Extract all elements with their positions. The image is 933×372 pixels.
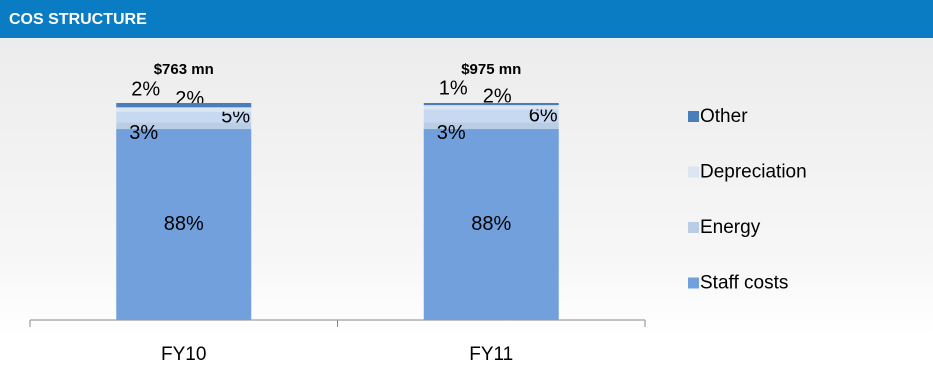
data-label: 2% bbox=[483, 86, 512, 108]
data-label: 88% bbox=[471, 213, 511, 235]
header-bar bbox=[0, 0, 933, 38]
total-label: $975 mn bbox=[461, 61, 521, 78]
bar-segment bbox=[423, 109, 559, 123]
bar-segment bbox=[423, 122, 559, 130]
legend-label: Depreciation bbox=[700, 162, 807, 183]
bar-segment bbox=[116, 107, 252, 112]
bar-segment bbox=[116, 129, 252, 320]
legend-swatch bbox=[688, 166, 699, 178]
bar-segment bbox=[423, 103, 559, 106]
data-label: 6% bbox=[529, 104, 558, 126]
legend-swatch bbox=[688, 277, 699, 289]
legend-swatch bbox=[688, 222, 699, 233]
chart-title: COS STRUCTURE bbox=[9, 11, 147, 28]
bar-segment bbox=[423, 129, 559, 320]
data-label: 88% bbox=[164, 213, 204, 235]
x-tick-label: FY10 bbox=[161, 344, 206, 365]
bar-segment bbox=[116, 111, 252, 123]
data-label: 1% bbox=[439, 77, 468, 99]
x-tick-label: FY11 bbox=[469, 344, 513, 365]
data-label: 2% bbox=[131, 78, 160, 100]
data-label: 3% bbox=[437, 122, 466, 144]
bar-segment bbox=[116, 103, 252, 108]
data-label: 3% bbox=[129, 122, 158, 144]
legend-swatch bbox=[688, 111, 699, 122]
legend-label: Staff costs bbox=[700, 273, 788, 294]
bar-segment bbox=[423, 105, 559, 110]
bar-segment bbox=[116, 122, 252, 130]
legend-label: Energy bbox=[700, 217, 761, 238]
total-label: $763 mn bbox=[154, 61, 214, 78]
legend-label: Other bbox=[700, 106, 748, 127]
